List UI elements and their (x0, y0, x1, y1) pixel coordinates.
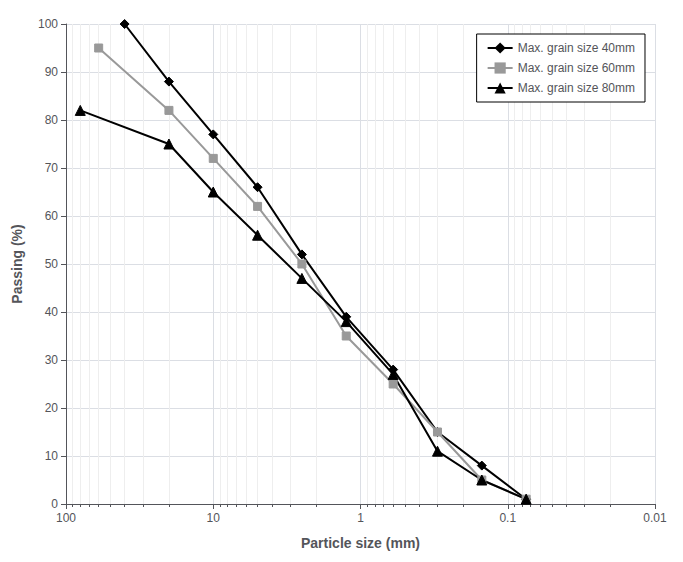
svg-text:30: 30 (45, 353, 59, 367)
svg-text:40: 40 (45, 305, 59, 319)
svg-text:80: 80 (45, 113, 59, 127)
svg-text:Particle size (mm): Particle size (mm) (301, 535, 420, 551)
svg-text:10: 10 (45, 449, 59, 463)
svg-text:Max. grain size 40mm: Max. grain size 40mm (518, 41, 635, 55)
svg-text:Passing (%): Passing (%) (9, 224, 25, 303)
svg-text:70: 70 (45, 161, 59, 175)
svg-text:90: 90 (45, 65, 59, 79)
svg-text:1: 1 (357, 511, 364, 525)
svg-text:60: 60 (45, 209, 59, 223)
svg-text:10: 10 (207, 511, 221, 525)
svg-text:100: 100 (56, 511, 76, 525)
svg-text:0.01: 0.01 (643, 511, 667, 525)
svg-text:0: 0 (51, 497, 58, 511)
svg-text:0.1: 0.1 (499, 511, 516, 525)
svg-text:Max. grain size 60mm: Max. grain size 60mm (518, 61, 635, 75)
svg-text:Max. grain size 80mm: Max. grain size 80mm (518, 81, 635, 95)
svg-text:100: 100 (38, 17, 58, 31)
svg-text:20: 20 (45, 401, 59, 415)
svg-text:50: 50 (45, 257, 59, 271)
